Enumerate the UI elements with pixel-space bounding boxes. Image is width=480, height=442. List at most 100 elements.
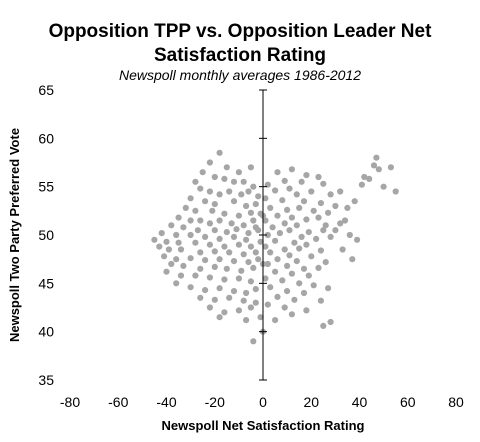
- data-point: [180, 224, 187, 231]
- data-point: [255, 256, 262, 263]
- data-point: [211, 227, 218, 234]
- data-point: [305, 229, 312, 236]
- data-point: [303, 307, 310, 314]
- data-point: [274, 212, 281, 219]
- data-point: [341, 217, 349, 224]
- data-point: [322, 259, 329, 266]
- data-point: [354, 236, 361, 243]
- data-point: [274, 169, 281, 176]
- data-point: [269, 224, 276, 231]
- data-point: [337, 188, 344, 195]
- data-point: [202, 233, 209, 240]
- data-point: [211, 201, 218, 208]
- data-point: [252, 224, 259, 231]
- data-point: [243, 317, 250, 324]
- data-point: [228, 220, 235, 227]
- data-point: [293, 191, 300, 198]
- data-point: [187, 195, 194, 202]
- data-point: [257, 238, 264, 245]
- x-tick-label: 0: [259, 394, 267, 410]
- data-point: [327, 191, 334, 198]
- data-point: [158, 230, 165, 237]
- data-point: [197, 249, 204, 256]
- data-point: [325, 209, 332, 216]
- data-point: [320, 227, 327, 234]
- data-point: [221, 243, 228, 250]
- data-point: [216, 256, 223, 263]
- data-point: [197, 265, 204, 272]
- data-point: [262, 195, 269, 202]
- data-point: [288, 214, 295, 221]
- data-point: [245, 230, 252, 237]
- data-point: [192, 239, 199, 246]
- chart-title-line1: Opposition TPP vs. Opposition Leader Net: [49, 21, 433, 42]
- data-point: [202, 257, 209, 264]
- data-point: [298, 178, 305, 185]
- data-point: [267, 204, 274, 211]
- data-point: [202, 287, 209, 294]
- data-point: [250, 217, 257, 224]
- x-axis-tick-labels: -80 -60 -40 -20 0 20 40 60 80: [60, 394, 464, 410]
- data-point: [332, 202, 339, 210]
- data-point: [315, 173, 322, 181]
- data-point: [240, 297, 247, 304]
- data-point: [298, 233, 305, 240]
- data-point: [337, 220, 344, 227]
- data-point: [358, 181, 365, 188]
- data-point: [194, 227, 201, 234]
- data-point: [173, 256, 180, 263]
- data-point: [216, 285, 223, 292]
- data-point: [317, 297, 324, 304]
- data-point: [250, 264, 257, 271]
- data-point: [373, 154, 380, 161]
- y-tick-label: 55: [38, 179, 54, 195]
- data-point: [255, 193, 262, 200]
- data-point: [163, 268, 170, 275]
- data-point: [281, 220, 288, 227]
- data-point: [300, 289, 308, 297]
- data-point: [303, 241, 310, 248]
- data-point: [310, 207, 317, 214]
- data-point: [163, 238, 170, 245]
- data-point: [281, 246, 288, 253]
- data-point: [320, 322, 327, 329]
- y-tick-label: 50: [38, 227, 54, 243]
- data-points: [151, 149, 399, 345]
- data-point: [252, 299, 259, 306]
- data-point: [288, 270, 295, 277]
- data-point: [206, 220, 213, 227]
- data-point: [262, 275, 269, 282]
- x-tick-label: 40: [352, 394, 368, 410]
- data-point: [165, 246, 172, 253]
- data-point: [233, 226, 240, 233]
- data-point: [286, 252, 293, 259]
- chart-title-line2: Satisfaction Rating: [154, 45, 326, 66]
- data-point: [209, 207, 216, 214]
- data-point: [322, 222, 329, 229]
- data-point: [173, 231, 180, 239]
- data-point: [240, 222, 247, 229]
- data-point: [211, 263, 218, 270]
- x-tick-label: -40: [156, 394, 176, 410]
- data-point: [211, 248, 218, 255]
- data-point: [300, 198, 308, 205]
- data-point: [284, 288, 291, 295]
- data-point: [349, 256, 356, 263]
- data-point: [235, 241, 242, 248]
- data-point: [247, 164, 254, 171]
- x-tick-label: 20: [303, 394, 319, 410]
- data-point: [296, 280, 303, 287]
- data-point: [281, 177, 288, 184]
- data-point: [315, 264, 322, 271]
- data-point: [288, 166, 295, 173]
- data-point: [392, 188, 399, 195]
- data-point: [175, 239, 182, 246]
- data-point: [286, 227, 293, 234]
- data-point: [247, 304, 254, 311]
- data-point: [272, 187, 279, 194]
- x-tick-label: -80: [60, 394, 80, 410]
- data-point: [240, 251, 247, 258]
- x-tick-label: 60: [400, 394, 416, 410]
- y-tick-label: 60: [38, 130, 54, 146]
- x-axis-label: Newspoll Net Satisfaction Rating: [162, 418, 365, 433]
